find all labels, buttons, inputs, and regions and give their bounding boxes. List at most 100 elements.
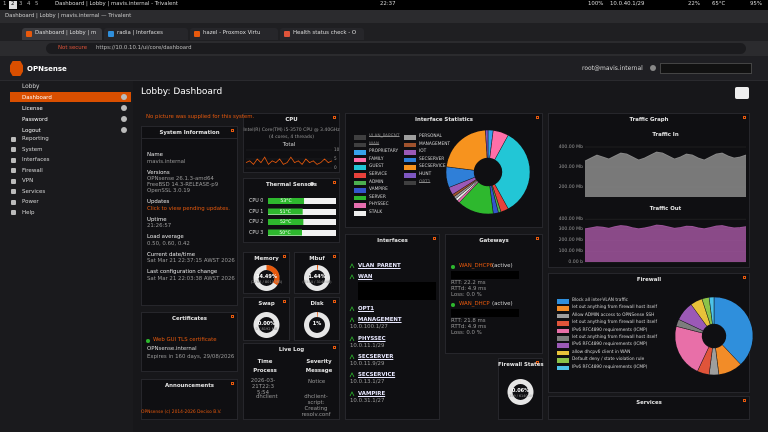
tab-title[interactable]: radia | Interfaces xyxy=(117,30,163,36)
gateway-status: (active) xyxy=(492,301,513,307)
nav-item[interactable]: Firewall xyxy=(22,167,43,174)
legend-label[interactable]: ADMIN xyxy=(369,179,384,185)
nav-subitem[interactable]: Logout xyxy=(22,128,41,134)
address-bar[interactable] xyxy=(46,43,746,54)
nav-item[interactable]: System xyxy=(22,146,43,153)
workspace[interactable]: 5 xyxy=(35,1,39,7)
workspace[interactable]: 3 xyxy=(19,1,23,7)
legend-label[interactable]: Block all inter-VLAN traffic xyxy=(572,298,628,303)
interface-name[interactable]: SECSERVICE xyxy=(358,372,396,378)
expand-icon[interactable] xyxy=(283,300,286,303)
workspace[interactable]: 1 xyxy=(3,1,7,7)
tab[interactable] xyxy=(22,28,102,40)
nav-icon xyxy=(11,210,16,215)
legend-label[interactable]: PHYSSEC xyxy=(369,202,389,208)
legend-label[interactable]: let out anything from firewall host itse… xyxy=(572,305,658,311)
legend-label[interactable]: SECSERVER xyxy=(419,156,445,162)
expand-icon[interactable] xyxy=(231,382,234,385)
expand-icon[interactable] xyxy=(433,237,436,240)
expand-icon[interactable] xyxy=(333,346,336,349)
nav-icon xyxy=(121,94,127,100)
clock: 22:37 xyxy=(380,1,396,7)
expand-icon[interactable] xyxy=(536,361,539,364)
user-menu[interactable]: root@mavis.internal xyxy=(582,65,643,72)
expand-icon[interactable] xyxy=(333,181,336,184)
nav-subitem[interactable]: Password xyxy=(22,117,48,123)
workspace[interactable]: 4 xyxy=(27,1,31,7)
tab-title[interactable]: hazel - Proxmox Virtu xyxy=(203,30,261,36)
edit-button[interactable] xyxy=(735,87,749,99)
url[interactable]: https://10.0.10.1/ui/core/dashboard xyxy=(96,45,192,51)
nav-item[interactable]: VPN xyxy=(22,178,34,184)
legend-label[interactable]: FAMILY xyxy=(369,156,384,162)
interface-name[interactable]: OPT1 xyxy=(358,306,374,312)
interface-name[interactable]: VAMPIRE xyxy=(358,391,386,397)
legend-label[interactable]: VLAN_PARENT xyxy=(369,134,400,139)
legend-label[interactable]: IOT xyxy=(419,149,427,155)
expand-icon[interactable] xyxy=(333,255,336,258)
column-header: Message xyxy=(305,368,333,374)
legend-label[interactable]: OPT1 xyxy=(419,179,431,185)
field-value[interactable]: Click to view pending updates. xyxy=(147,205,230,212)
gateway-name[interactable]: WAN_DHCP6 xyxy=(459,263,494,269)
legend-label[interactable]: Allow ADMIN access to OPNSense SSH xyxy=(572,312,655,318)
tab[interactable] xyxy=(104,28,188,40)
legend-label[interactable]: SERVICE xyxy=(369,172,388,177)
expand-icon[interactable] xyxy=(743,276,746,279)
legend-label[interactable]: SERVER xyxy=(369,194,386,200)
interface-name[interactable]: PHYSSEC xyxy=(358,336,386,342)
interface-name[interactable]: SECSERVER xyxy=(358,354,394,360)
nav-item[interactable]: Help xyxy=(22,209,35,216)
expand-icon[interactable] xyxy=(231,129,234,132)
brand[interactable]: OPNsense xyxy=(27,65,67,73)
interface-name[interactable]: WAN xyxy=(358,274,373,280)
gateway-name[interactable]: WAN_DHCP xyxy=(459,301,490,307)
nav-item[interactable]: Interfaces xyxy=(22,157,50,163)
legend-label[interactable]: IPv6 RFC4890 requirements (ICMP) xyxy=(572,364,648,370)
legend-label[interactable]: IPv6 RFC4890 requirements (ICMP) xyxy=(572,327,648,333)
legend-label[interactable]: let out anything from firewall host itse… xyxy=(572,320,658,326)
expand-icon[interactable] xyxy=(333,116,336,119)
tab-title[interactable]: Health status check - O xyxy=(293,30,357,36)
search-box[interactable] xyxy=(660,63,752,74)
legend-label[interactable]: let out anything from firewall host itse… xyxy=(572,335,658,340)
nav-item[interactable]: Services xyxy=(22,188,46,195)
legend-label[interactable]: HUNT xyxy=(419,172,432,177)
widget-title: Memory xyxy=(254,256,279,262)
legend-swatch xyxy=(404,165,416,170)
column-header: Time xyxy=(257,359,273,365)
expand-icon[interactable] xyxy=(333,300,336,303)
legend-label[interactable]: SECSERVICE xyxy=(419,164,446,170)
tab[interactable] xyxy=(190,28,278,40)
workspace[interactable]: 2 xyxy=(11,1,15,7)
legend-label[interactable]: IPv6 RFC4890 requirements (ICMP) xyxy=(572,342,648,348)
legend-label[interactable]: PROPRIETARY xyxy=(369,149,399,155)
interface-name[interactable]: VLAN_PARENT xyxy=(358,263,401,269)
legend-label[interactable]: WAN xyxy=(369,141,380,147)
legend-label[interactable]: VAMPIRE xyxy=(369,187,388,193)
nav-subitem[interactable]: Dashboard xyxy=(22,95,52,101)
system-information-widget xyxy=(141,126,238,306)
nav-item[interactable]: Power xyxy=(22,199,39,205)
cpu-widget xyxy=(243,113,340,173)
tab-title[interactable]: Dashboard | Lobby | m xyxy=(35,30,97,36)
expand-icon[interactable] xyxy=(536,116,539,119)
legend-label[interactable]: STALK xyxy=(369,210,383,215)
nav-item[interactable]: Reporting xyxy=(22,136,49,142)
legend-label[interactable]: MANAGEMENT xyxy=(419,141,451,147)
legend-label[interactable]: PERSONAL xyxy=(419,134,442,139)
legend-label[interactable]: allow dhcpv6 client in WAN xyxy=(572,349,631,355)
nav-item[interactable]: Lobby xyxy=(22,84,40,90)
certificate-name[interactable]: Web GUI TLS certificate xyxy=(153,337,217,343)
interface-name[interactable]: MANAGEMENT xyxy=(358,317,402,323)
expand-icon[interactable] xyxy=(283,255,286,258)
expand-icon[interactable] xyxy=(536,237,539,240)
expand-icon[interactable] xyxy=(743,399,746,402)
legend-label[interactable]: Default deny / state violation rule xyxy=(572,357,645,363)
tab[interactable] xyxy=(280,28,364,40)
security-indicator[interactable]: Not secure xyxy=(58,45,88,51)
expand-icon[interactable] xyxy=(231,315,234,318)
legend-label[interactable]: GUEST xyxy=(369,164,384,170)
expand-icon[interactable] xyxy=(743,116,746,119)
nav-subitem[interactable]: License xyxy=(22,106,43,112)
